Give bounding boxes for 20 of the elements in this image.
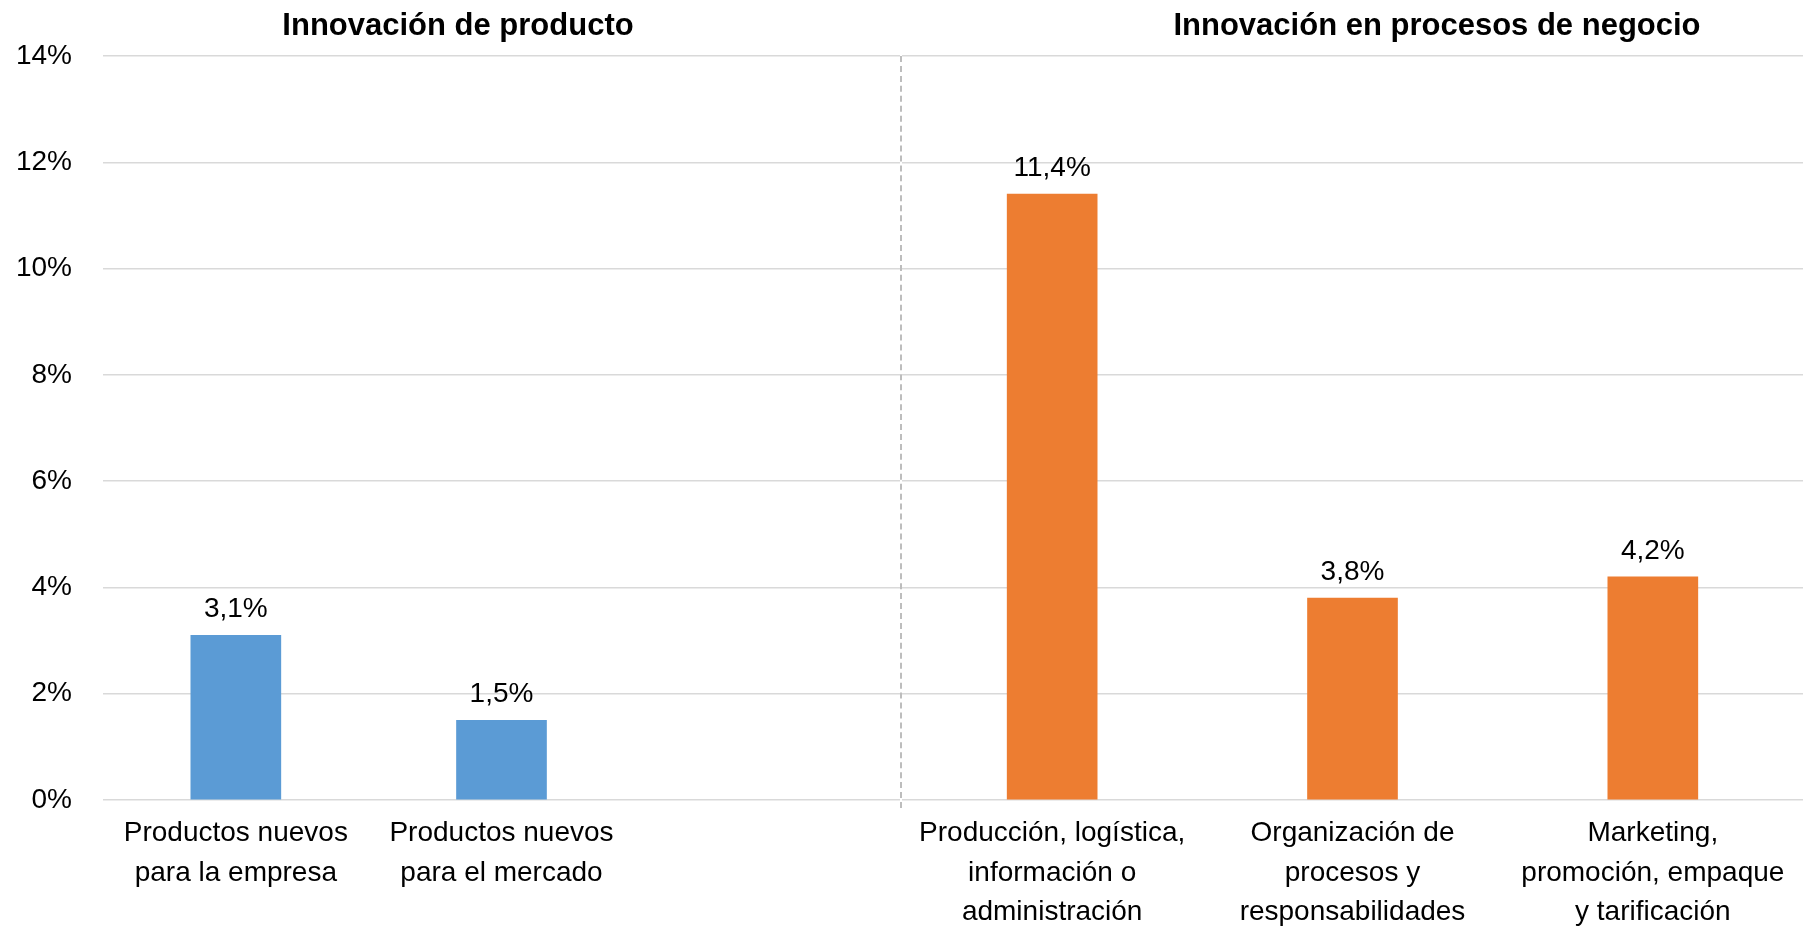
data-label: 11,4% bbox=[1013, 150, 1091, 182]
y-tick-label: 12% bbox=[15, 145, 72, 176]
y-tick-label: 14% bbox=[15, 38, 72, 70]
x-tick-label: Marketing, promoción, empaque y tarificación bbox=[1521, 816, 1785, 926]
x-tick-label: Productos nuevos para el mercado bbox=[389, 816, 614, 887]
y-tick-label: 4% bbox=[31, 570, 72, 602]
y-tick-label: 8% bbox=[31, 357, 72, 389]
y-tick-label: 10% bbox=[15, 251, 72, 283]
data-label: 1,5% bbox=[469, 677, 534, 708]
x-tick-label: Productos nuevos para la empresa bbox=[123, 816, 348, 887]
chart-title: Innovación de producto bbox=[282, 6, 634, 44]
x-tick-label: Organización de procesos y responsabilidades bbox=[1239, 816, 1466, 926]
data-label: 3,1% bbox=[203, 591, 268, 623]
y-tick-label: 0% bbox=[31, 782, 72, 814]
chart-title: Innovación en procesos de negocio bbox=[1173, 6, 1701, 44]
y-tick-label: 6% bbox=[31, 463, 72, 495]
x-tick-label: Producción, logística, información o administración bbox=[919, 816, 1186, 926]
data-label: 4,2% bbox=[1620, 533, 1685, 565]
y-tick-label: 2% bbox=[31, 676, 72, 708]
data-label: 3,8% bbox=[1320, 554, 1385, 586]
